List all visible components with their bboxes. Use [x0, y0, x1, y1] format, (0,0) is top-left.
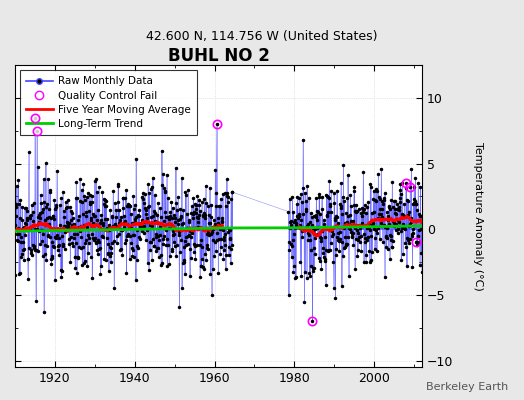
Title: BUHL NO 2: BUHL NO 2: [168, 47, 269, 65]
Text: Berkeley Earth: Berkeley Earth: [426, 382, 508, 392]
Legend: Raw Monthly Data, Quality Control Fail, Five Year Moving Average, Long-Term Tren: Raw Monthly Data, Quality Control Fail, …: [20, 70, 197, 135]
Y-axis label: Temperature Anomaly (°C): Temperature Anomaly (°C): [473, 142, 483, 290]
Text: 42.600 N, 114.756 W (United States): 42.600 N, 114.756 W (United States): [146, 30, 378, 43]
